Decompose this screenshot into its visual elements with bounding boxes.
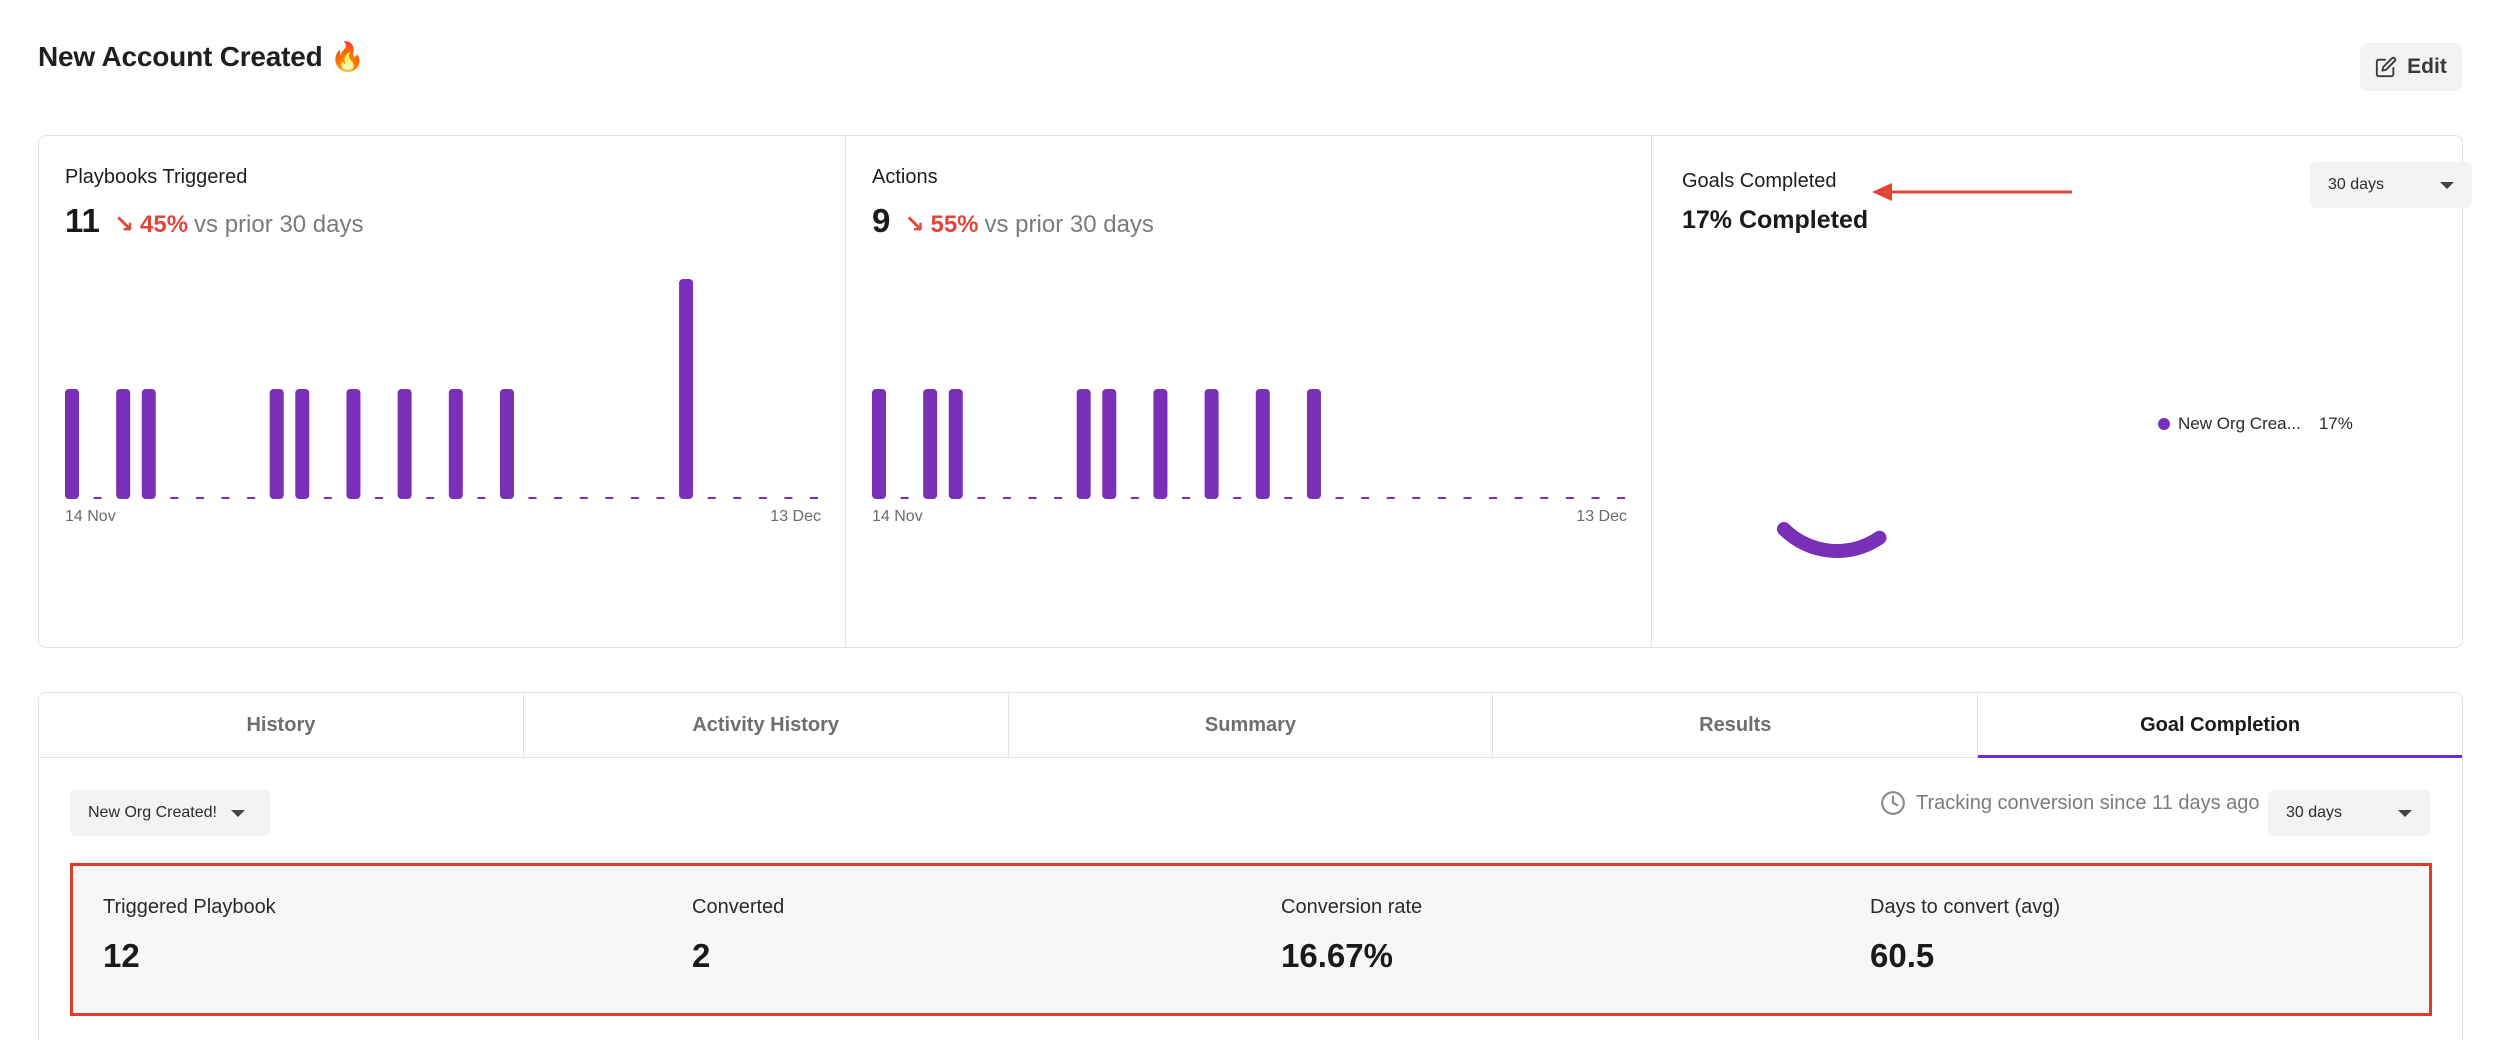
playbooks-trend-text: vs prior 30 days <box>194 211 364 238</box>
playbooks-count: 11 <box>65 202 100 239</box>
conversion-range-select[interactable]: 30 days <box>2268 790 2430 836</box>
actions-label: Actions <box>872 166 938 188</box>
goal-select[interactable]: New Org Created! <box>70 790 270 836</box>
metric-label: Conversion rate <box>1281 896 1423 918</box>
playbooks-bar-chart <box>65 279 818 499</box>
goals-range-select[interactable]: 30 days <box>2310 162 2472 208</box>
bar-29-nov <box>1255 389 1270 499</box>
metric-converted: Converted 2 <box>662 866 1251 1013</box>
actions-axis-end: 13 Dec <box>1576 508 1627 525</box>
goals-panel: Goals Completed 17% Completed <box>1651 136 2462 647</box>
metric-value: 12 <box>103 937 140 974</box>
chevron-down-icon <box>230 809 245 817</box>
metric-value: 60.5 <box>1870 937 1935 974</box>
actions-trend-pct: 55% <box>930 211 979 238</box>
bar-23-nov <box>1102 389 1117 499</box>
actions-count: 9 <box>872 202 891 239</box>
bar-17-nov <box>948 389 963 499</box>
chevron-down-icon <box>2440 181 2454 189</box>
goal-select-value: New Org Created! <box>88 804 217 821</box>
tracking-text: Tracking conversion since 11 days ago <box>1916 791 2260 814</box>
actions-value-row: 9 ↘ 55% vs prior 30 days <box>872 202 1154 240</box>
metric-value: 2 <box>692 937 711 974</box>
stats-card: Playbooks Triggered 11 ↘ 45% vs prior 30… <box>38 135 2463 648</box>
actions-bar-chart <box>872 389 1625 499</box>
conversion-metrics: Triggered Playbook 12 Converted 2 Conver… <box>70 863 2432 1016</box>
playbooks-panel: Playbooks Triggered 11 ↘ 45% vs prior 30… <box>39 136 845 647</box>
bar-16-nov <box>116 389 131 499</box>
bar-22-nov <box>269 389 284 499</box>
playbooks-trend: ↘ 45% vs prior 30 days <box>114 210 364 239</box>
metric-label: Triggered Playbook <box>103 896 276 918</box>
tab-results[interactable]: Results <box>1493 693 1979 757</box>
bar-14-nov <box>65 389 79 499</box>
clock-icon <box>1881 791 1905 815</box>
legend-dot <box>2158 418 2170 430</box>
annotation-arrow-icon <box>1872 183 2072 201</box>
playbooks-axis-start: 14 Nov <box>65 508 116 525</box>
bar-25-nov <box>1153 389 1168 499</box>
page-title: New Account Created 🔥 <box>38 41 365 72</box>
bar-25-nov <box>346 389 361 499</box>
bar-27-nov <box>1204 389 1219 499</box>
metric-triggered-playbook: Triggered Playbook 12 <box>73 866 662 1013</box>
goals-legend: New Org Crea... 17% <box>2158 414 2353 434</box>
trend-down-icon: ↘ <box>904 211 925 238</box>
conversion-range-value: 30 days <box>2286 804 2343 821</box>
edit-label: Edit <box>2407 55 2447 78</box>
goals-range-value: 30 days <box>2328 176 2385 193</box>
actions-trend-text: vs prior 30 days <box>984 211 1154 238</box>
tab-bar: History Activity History Summary Results… <box>39 693 2462 758</box>
tab-activity-history[interactable]: Activity History <box>524 693 1009 757</box>
metric-value: 16.67% <box>1281 937 1393 974</box>
legend-value: 17% <box>2318 414 2353 433</box>
playbooks-value-row: 11 ↘ 45% vs prior 30 days <box>65 202 363 240</box>
playbooks-axis-end: 13 Dec <box>770 508 821 525</box>
bar-8-dec <box>679 279 694 499</box>
metric-label: Converted <box>692 896 785 918</box>
goals-completed-text: 17% Completed <box>1682 206 1869 234</box>
bar-23-nov <box>295 389 310 499</box>
metric-conversion-rate: Conversion rate 16.67% <box>1251 866 1840 1013</box>
bar-22-nov <box>1076 389 1091 499</box>
playbooks-trend-pct: 45% <box>140 211 189 238</box>
chevron-down-icon <box>2398 809 2412 817</box>
tab-history[interactable]: History <box>39 693 524 757</box>
bar-1-dec <box>1306 389 1321 499</box>
edit-button[interactable]: Edit <box>2360 43 2462 91</box>
tracking-info: Tracking conversion since 11 days ago <box>1880 790 2260 816</box>
trend-down-icon: ↘ <box>113 211 134 238</box>
metric-label: Days to convert (avg) <box>1870 896 2061 918</box>
tab-goal-completion[interactable]: Goal Completion <box>1978 693 2462 758</box>
tab-summary[interactable]: Summary <box>1009 693 1494 757</box>
actions-trend: ↘ 55% vs prior 30 days <box>904 210 1154 239</box>
legend-name: New Org Crea... <box>2178 414 2301 433</box>
bar-17-nov <box>141 389 156 499</box>
bar-1-dec <box>499 389 514 499</box>
bar-14-nov <box>872 389 886 499</box>
goals-gauge <box>1776 522 1887 558</box>
playbooks-label: Playbooks Triggered <box>65 166 248 188</box>
bar-16-nov <box>923 389 938 499</box>
edit-icon <box>2376 56 2397 78</box>
bar-29-nov <box>448 389 463 499</box>
gauge-arc <box>1776 522 1887 558</box>
actions-axis-start: 14 Nov <box>872 508 923 525</box>
bar-27-nov <box>397 389 412 499</box>
metric-days-to-convert: Days to convert (avg) 60.5 <box>1840 866 2429 1013</box>
goals-label: Goals Completed <box>1682 170 1837 192</box>
actions-panel: Actions 9 ↘ 55% vs prior 30 days 14 Nov … <box>845 136 1651 647</box>
